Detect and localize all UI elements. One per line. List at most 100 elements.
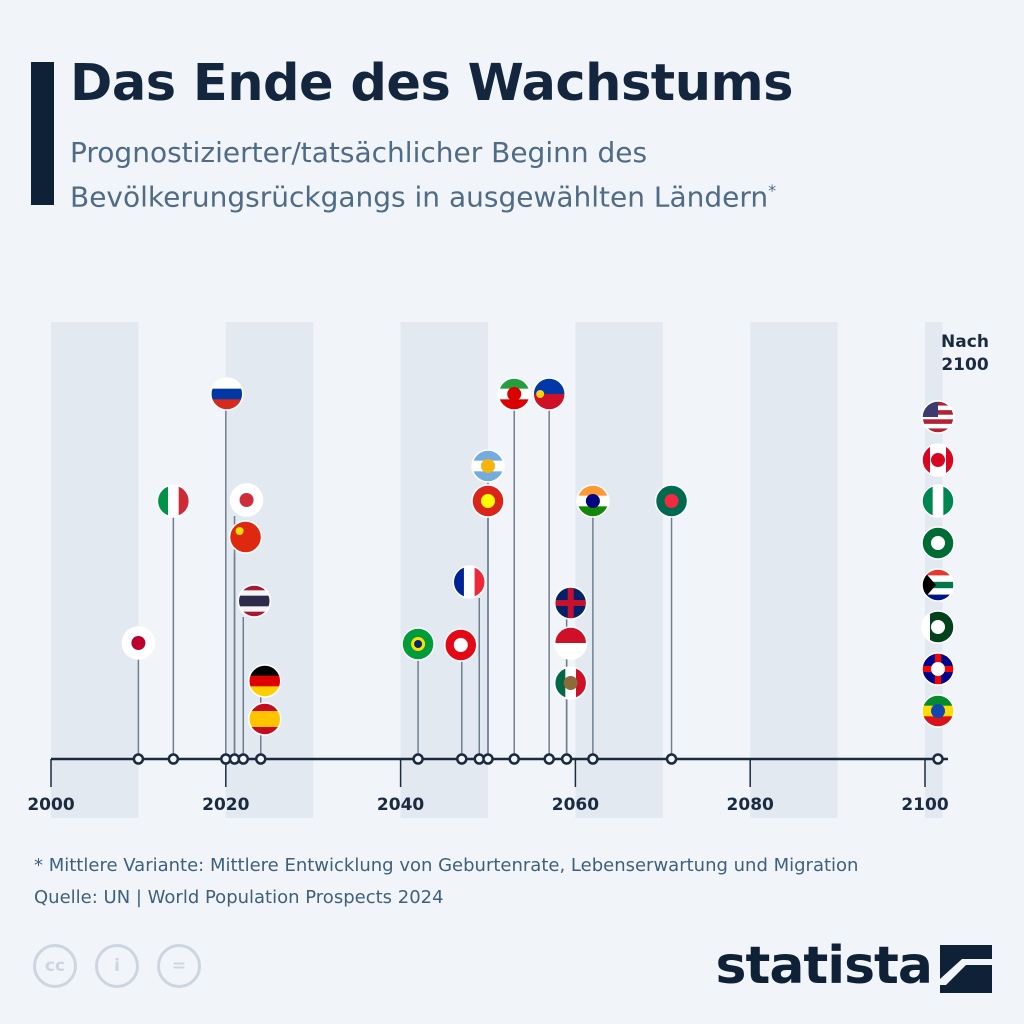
flag-stripe bbox=[943, 485, 954, 517]
decade-band bbox=[750, 322, 838, 818]
flag-turkey-icon bbox=[444, 629, 477, 661]
decade-band bbox=[225, 322, 314, 818]
flag-stripe bbox=[922, 569, 954, 576]
statista-logo-icon bbox=[940, 945, 992, 993]
flag-cross bbox=[567, 587, 574, 619]
flag-stripe bbox=[238, 611, 271, 617]
flag-stripe bbox=[576, 485, 609, 497]
data-point-2053 bbox=[508, 753, 520, 765]
flag-stripe bbox=[922, 575, 954, 583]
after-2100-label: Nach bbox=[941, 332, 989, 352]
flag-stripe bbox=[248, 665, 281, 677]
flag-stripe bbox=[238, 606, 271, 613]
flag-stripe bbox=[210, 388, 243, 400]
flag-emblem bbox=[481, 494, 495, 508]
flag-stripe bbox=[498, 378, 531, 390]
flag-emblem bbox=[931, 620, 945, 634]
flag-stripe bbox=[248, 675, 281, 687]
flag-stripe bbox=[453, 566, 465, 598]
flag-stripe bbox=[946, 444, 954, 476]
flag-border bbox=[921, 568, 955, 602]
after-2100-label: 2100 bbox=[941, 355, 988, 375]
flag-emblem bbox=[664, 494, 679, 508]
data-point-2014 bbox=[167, 753, 180, 765]
flag-ethiopia-icon bbox=[922, 695, 954, 727]
data-point-2062 bbox=[587, 753, 599, 765]
flag-border bbox=[576, 484, 610, 518]
flag-border bbox=[553, 666, 588, 700]
subtitle-text: Prognostizierter/tatsächlicher Beginn de… bbox=[70, 136, 769, 214]
data-point-2047 bbox=[456, 753, 468, 765]
flag-border bbox=[229, 483, 264, 517]
data-point-2050 bbox=[482, 753, 494, 765]
flag-germany-icon bbox=[248, 665, 281, 697]
flag-stripe bbox=[922, 428, 954, 433]
by-icon[interactable]: i bbox=[95, 944, 139, 988]
flag-stripe bbox=[922, 716, 954, 727]
flag-stripe bbox=[533, 394, 566, 410]
flag-border bbox=[156, 484, 191, 518]
flag-mexico-icon bbox=[554, 667, 587, 699]
flag-border bbox=[471, 484, 505, 518]
flag-india-icon bbox=[576, 485, 609, 517]
flag-united-kingdom-icon bbox=[554, 587, 587, 619]
flag-usa-icon bbox=[922, 401, 954, 433]
nd-icon[interactable]: = bbox=[157, 944, 201, 988]
flag-indonesia-icon bbox=[554, 627, 587, 659]
flag-stripe bbox=[498, 399, 531, 410]
flag-bangladesh-icon bbox=[655, 485, 688, 517]
data-point-after-2100 bbox=[932, 753, 944, 765]
flag-stripe bbox=[238, 595, 271, 602]
flag-iran-icon bbox=[498, 378, 531, 410]
flag-stripe bbox=[238, 585, 271, 591]
flag-stripe bbox=[575, 667, 587, 699]
flag-border bbox=[654, 484, 689, 518]
flag-stripe bbox=[229, 521, 262, 553]
flag-border bbox=[921, 526, 955, 560]
flag-stripe bbox=[922, 695, 954, 707]
flag-stripe bbox=[168, 485, 180, 517]
flag-emblem bbox=[239, 493, 254, 507]
flag-stripe bbox=[922, 611, 931, 643]
flag-australia-icon bbox=[922, 653, 954, 685]
flag-stripe bbox=[922, 423, 954, 429]
statista-logo[interactable]: statista bbox=[715, 936, 933, 996]
flag-border bbox=[121, 626, 156, 660]
flag-stripe bbox=[178, 485, 190, 517]
title-accent-bar bbox=[31, 62, 54, 205]
x-tick-label: 2080 bbox=[727, 795, 774, 815]
footnote: * Mittlere Variante: Mittlere Entwicklun… bbox=[34, 855, 859, 876]
flag-canada-icon bbox=[922, 444, 954, 476]
data-point-2071 bbox=[665, 753, 678, 765]
flag-border bbox=[228, 520, 263, 554]
flag-border bbox=[921, 652, 955, 686]
flag-brazil-icon bbox=[402, 628, 435, 660]
flag-triangle bbox=[922, 569, 936, 601]
flag-stripe bbox=[922, 581, 954, 589]
flag-stripe bbox=[463, 566, 476, 598]
flag-border bbox=[444, 628, 478, 662]
flag-border bbox=[210, 377, 244, 411]
flag-border bbox=[553, 586, 588, 620]
data-point-2024 bbox=[255, 753, 267, 765]
flag-stripe bbox=[210, 378, 243, 390]
x-tick-label: 2000 bbox=[27, 795, 74, 815]
flag-emblem bbox=[131, 636, 146, 650]
flag-emblem bbox=[536, 390, 545, 398]
flag-argentina-icon bbox=[472, 450, 504, 482]
flag-stripe bbox=[248, 727, 281, 735]
flag-stripe bbox=[922, 419, 954, 425]
x-tick-label: 2040 bbox=[377, 795, 424, 815]
flag-japan-icon bbox=[122, 627, 155, 659]
data-point-2022 bbox=[237, 753, 250, 765]
flag-stripe bbox=[922, 444, 931, 476]
flag-border bbox=[553, 626, 588, 660]
data-point-2057 bbox=[543, 753, 555, 765]
flag-border bbox=[921, 400, 955, 434]
cc-icon[interactable]: cc bbox=[33, 944, 77, 988]
flag-stripe bbox=[248, 719, 281, 728]
flag-border bbox=[471, 449, 505, 483]
flag-china-icon bbox=[229, 521, 262, 553]
flag-border bbox=[248, 664, 282, 698]
